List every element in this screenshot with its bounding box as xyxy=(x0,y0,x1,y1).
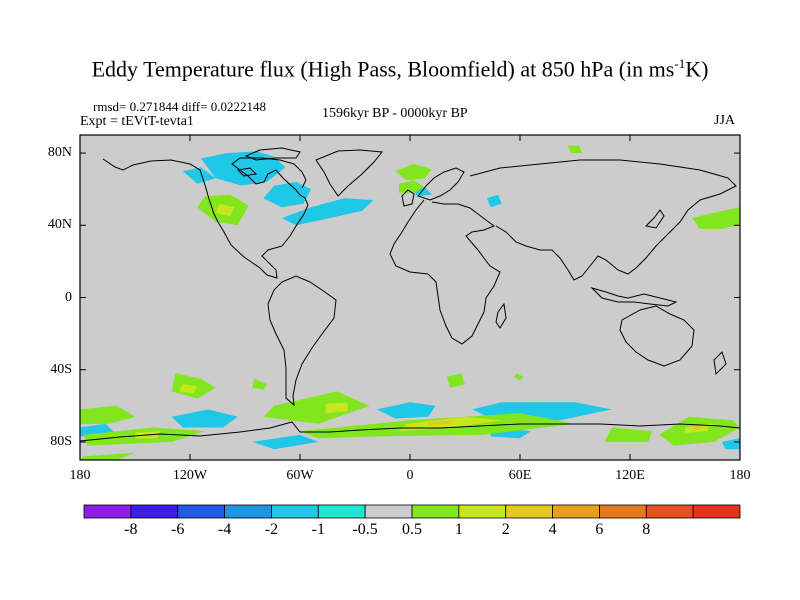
anomaly-region-35 xyxy=(514,373,524,381)
y-tick-label-2: 0 xyxy=(65,289,72,305)
experiment-label: Expt = tEVtT-tevta1 xyxy=(80,114,194,129)
colorbar-label-1: -6 xyxy=(171,521,185,538)
colorbar-box-2 xyxy=(177,504,225,519)
y-tick-label-0: 80N xyxy=(47,145,72,161)
anomaly-region-12 xyxy=(446,373,465,388)
colorbar-box-6 xyxy=(364,504,413,519)
anomaly-region-21 xyxy=(377,402,436,419)
coast-scandinavia xyxy=(417,167,465,201)
colorbar-box-9 xyxy=(505,504,553,519)
anomaly-region-3 xyxy=(182,167,216,184)
anomaly-region-36 xyxy=(80,452,135,460)
colorbar-box-8 xyxy=(458,504,507,519)
colorbar-label-4: -1 xyxy=(311,521,325,538)
colorbar-box-4 xyxy=(271,504,319,519)
anomaly-region-33 xyxy=(692,425,704,430)
coast-new-zealand xyxy=(713,351,727,376)
anomaly-region-27 xyxy=(428,420,454,426)
axis-ticks xyxy=(79,135,741,460)
colorbar-box-5 xyxy=(317,504,366,519)
colorbar-box-11 xyxy=(599,504,647,519)
coast-south-america xyxy=(267,275,337,407)
anomaly-region-8 xyxy=(395,163,432,181)
anomaly-region-18 xyxy=(325,402,348,414)
chart-title-tail: K) xyxy=(685,56,709,82)
colorbar-box-10 xyxy=(552,504,600,519)
chart-title: Eddy Temperature flux (High Pass, Bloomf… xyxy=(0,56,800,82)
colorbar-label-9: 4 xyxy=(548,521,557,538)
colorbar-label-7: 1 xyxy=(454,521,463,538)
anomaly-region-19 xyxy=(171,409,238,428)
coast-greenland xyxy=(315,149,383,197)
anomaly-region-23 xyxy=(252,434,319,450)
colorbar-label-6: 0.5 xyxy=(402,521,422,538)
anomaly-region-2 xyxy=(281,198,374,226)
anomaly-region-9 xyxy=(567,145,583,154)
coast-arctic-islands xyxy=(236,147,301,177)
anomaly-region-1 xyxy=(263,181,311,208)
anomaly-region-15 xyxy=(252,378,267,390)
anomaly-region-34 xyxy=(721,438,740,450)
coast-europe-africa xyxy=(389,199,501,345)
anomaly-region-0 xyxy=(201,151,286,186)
colorbar-box-0 xyxy=(83,504,132,519)
anomaly-region-16 xyxy=(80,405,135,424)
coastline-layer xyxy=(80,147,740,442)
coast-australia xyxy=(619,305,695,367)
colorbar-label-3: -2 xyxy=(264,521,279,538)
coast-indonesia xyxy=(590,286,678,307)
anomaly-region-10 xyxy=(399,180,425,193)
rmsd-label: rmsd= 0.271844 diff= 0.0222148 xyxy=(93,99,266,114)
x-tick-label-1: 120W xyxy=(172,468,208,483)
colorbar-label-5: -0.5 xyxy=(352,521,378,538)
coast-britain xyxy=(401,189,415,207)
colorbar-box-13 xyxy=(692,504,741,519)
colorbar-label-11: 8 xyxy=(642,521,651,538)
x-tick-label-5: 120E xyxy=(615,468,645,483)
colorbar-box-7 xyxy=(411,504,460,519)
x-tick-label-2: 60W xyxy=(286,468,314,483)
colorbar-box-3 xyxy=(224,504,272,519)
y-tick-label-4: 80S xyxy=(50,433,72,449)
x-tick-label-6: 180 xyxy=(729,468,751,483)
coast-antarctica xyxy=(80,421,740,442)
chart-title-main: Eddy Temperature flux (High Pass, Bloomf… xyxy=(91,56,675,82)
y-tick-label-1: 40N xyxy=(47,217,72,233)
anomaly-region-5 xyxy=(487,194,502,208)
coast-madagascar xyxy=(495,302,507,329)
colorbar-label-10: 6 xyxy=(595,521,604,538)
colorbar-box-12 xyxy=(645,504,694,519)
colorbar-box-1 xyxy=(130,504,179,519)
colorbar-label-0: -8 xyxy=(124,521,138,538)
anomaly-region-14 xyxy=(179,384,198,394)
colorbar-label-2: -4 xyxy=(217,521,232,538)
x-tick-label-4: 60E xyxy=(508,468,532,483)
anomaly-region-7 xyxy=(215,203,234,217)
period-label: 1596kyr BP - 0000kyr BP xyxy=(322,106,468,121)
coast-asia xyxy=(469,159,737,281)
anomaly-region-30 xyxy=(604,427,652,442)
colorbar xyxy=(83,504,741,519)
colorbar-label-8: 2 xyxy=(501,521,510,538)
anomaly-region-11 xyxy=(692,207,740,229)
coast-north-america xyxy=(102,157,309,279)
y-tick-label-3: 40S xyxy=(50,361,72,377)
coast-japan xyxy=(644,209,665,229)
x-tick-label-0: 180 xyxy=(69,468,91,483)
season-label: JJA xyxy=(714,113,736,128)
anomaly-region-17 xyxy=(263,391,370,424)
chart-title-superscript: -1 xyxy=(674,56,686,71)
x-tick-label-3: 0 xyxy=(406,468,414,483)
